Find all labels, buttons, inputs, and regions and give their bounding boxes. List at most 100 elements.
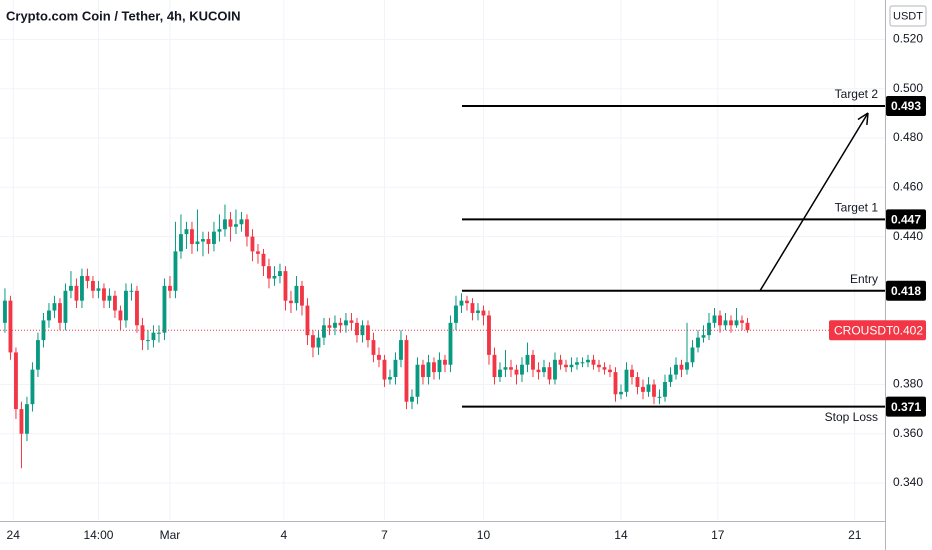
candle-body <box>635 377 640 387</box>
candle-body <box>256 251 260 254</box>
candle-body <box>437 359 442 373</box>
candle-body <box>740 320 744 323</box>
candle-body <box>140 325 145 341</box>
candle-body <box>63 290 68 323</box>
candle-body <box>514 369 519 375</box>
candle-body <box>102 288 106 301</box>
candle-body <box>267 266 271 279</box>
candle-body <box>646 384 651 392</box>
y-tick-label: 0.440 <box>893 229 923 243</box>
candle-body <box>718 315 722 326</box>
candle-body <box>723 320 728 326</box>
candle-body <box>696 337 700 348</box>
level-name: Entry <box>850 272 878 286</box>
x-tick-label: 21 <box>848 528 862 542</box>
candle-body <box>580 362 585 364</box>
candle-body <box>80 276 84 301</box>
candle-body <box>674 364 678 375</box>
candle-body <box>487 315 491 355</box>
currency-label[interactable]: USDT <box>893 10 923 22</box>
candle-body <box>316 337 321 348</box>
candle-body <box>509 367 513 370</box>
candle-body <box>217 229 222 232</box>
candle-body <box>168 285 172 291</box>
x-tick-label: 4 <box>280 528 287 542</box>
candle-body <box>613 372 618 395</box>
candle-body <box>476 310 480 313</box>
candle-body <box>96 288 101 291</box>
candle-body <box>547 367 552 380</box>
level-name: Target 1 <box>835 201 879 215</box>
candle-body <box>393 359 398 378</box>
candle-body <box>228 219 233 227</box>
level-price: 0.418 <box>891 284 921 298</box>
candle-body <box>360 325 365 336</box>
candle-body <box>492 354 497 378</box>
candle-body <box>536 369 541 373</box>
level-price-box <box>886 209 926 230</box>
candle-body <box>245 219 249 237</box>
candle-body <box>503 367 508 370</box>
candle-body <box>294 285 299 304</box>
candle-body <box>124 290 128 321</box>
y-tick-label: 0.500 <box>893 81 923 95</box>
level-price: 0.371 <box>891 400 921 414</box>
candle-body <box>382 359 387 380</box>
y-tick-label: 0.520 <box>893 32 923 46</box>
candle-body <box>481 310 486 316</box>
x-tick-label: 17 <box>711 528 725 542</box>
candle-body <box>591 359 596 365</box>
x-tick-label: Mar <box>160 528 181 542</box>
candle-body <box>113 295 117 311</box>
x-tick-label: 14 <box>614 528 628 542</box>
candle-body <box>151 332 156 341</box>
candle-body <box>465 300 469 304</box>
candle-body <box>520 364 524 375</box>
candle-body <box>338 322 343 326</box>
y-tick-label: 0.460 <box>893 179 923 193</box>
candle-body <box>454 305 458 323</box>
candle-body <box>327 325 332 328</box>
candle-body <box>173 251 178 291</box>
candle-body <box>388 377 392 380</box>
currency-box[interactable] <box>889 5 927 27</box>
candle-body <box>91 280 95 291</box>
candle-body <box>366 325 370 341</box>
candle-body <box>69 285 73 291</box>
candle-body <box>322 325 326 338</box>
candle-body <box>415 364 420 397</box>
candle-body <box>690 347 695 363</box>
candle-body <box>597 364 601 368</box>
candle-body <box>630 369 634 378</box>
level-price: 0.447 <box>891 213 921 227</box>
candle-body <box>371 340 376 355</box>
candle-body <box>195 241 200 244</box>
candle-body <box>52 303 57 311</box>
candle-body <box>470 303 475 313</box>
candle-body <box>311 335 315 348</box>
candle-body <box>85 276 90 281</box>
candle-body <box>3 300 7 323</box>
candle-body <box>564 364 568 368</box>
candle-body <box>25 404 29 434</box>
y-tick-label: 0.380 <box>893 377 923 391</box>
candle-body <box>641 386 645 392</box>
candle-body <box>14 352 18 410</box>
candle-body <box>624 369 629 392</box>
level-price-box <box>886 280 926 301</box>
candle-body <box>459 300 464 306</box>
candle-body <box>685 362 689 370</box>
candle-body <box>652 384 656 397</box>
candle-body <box>36 340 40 370</box>
x-tick-label: 7 <box>381 528 388 542</box>
candle-body <box>157 332 161 334</box>
x-tick-label: 10 <box>477 528 491 542</box>
candle-body <box>289 300 293 304</box>
candle-body <box>663 381 667 397</box>
candle-body <box>349 320 354 323</box>
candle-body <box>333 322 337 328</box>
candle-body <box>602 367 607 370</box>
last-price-symbol: CROUSDT <box>834 323 894 337</box>
candle-body <box>608 369 612 373</box>
